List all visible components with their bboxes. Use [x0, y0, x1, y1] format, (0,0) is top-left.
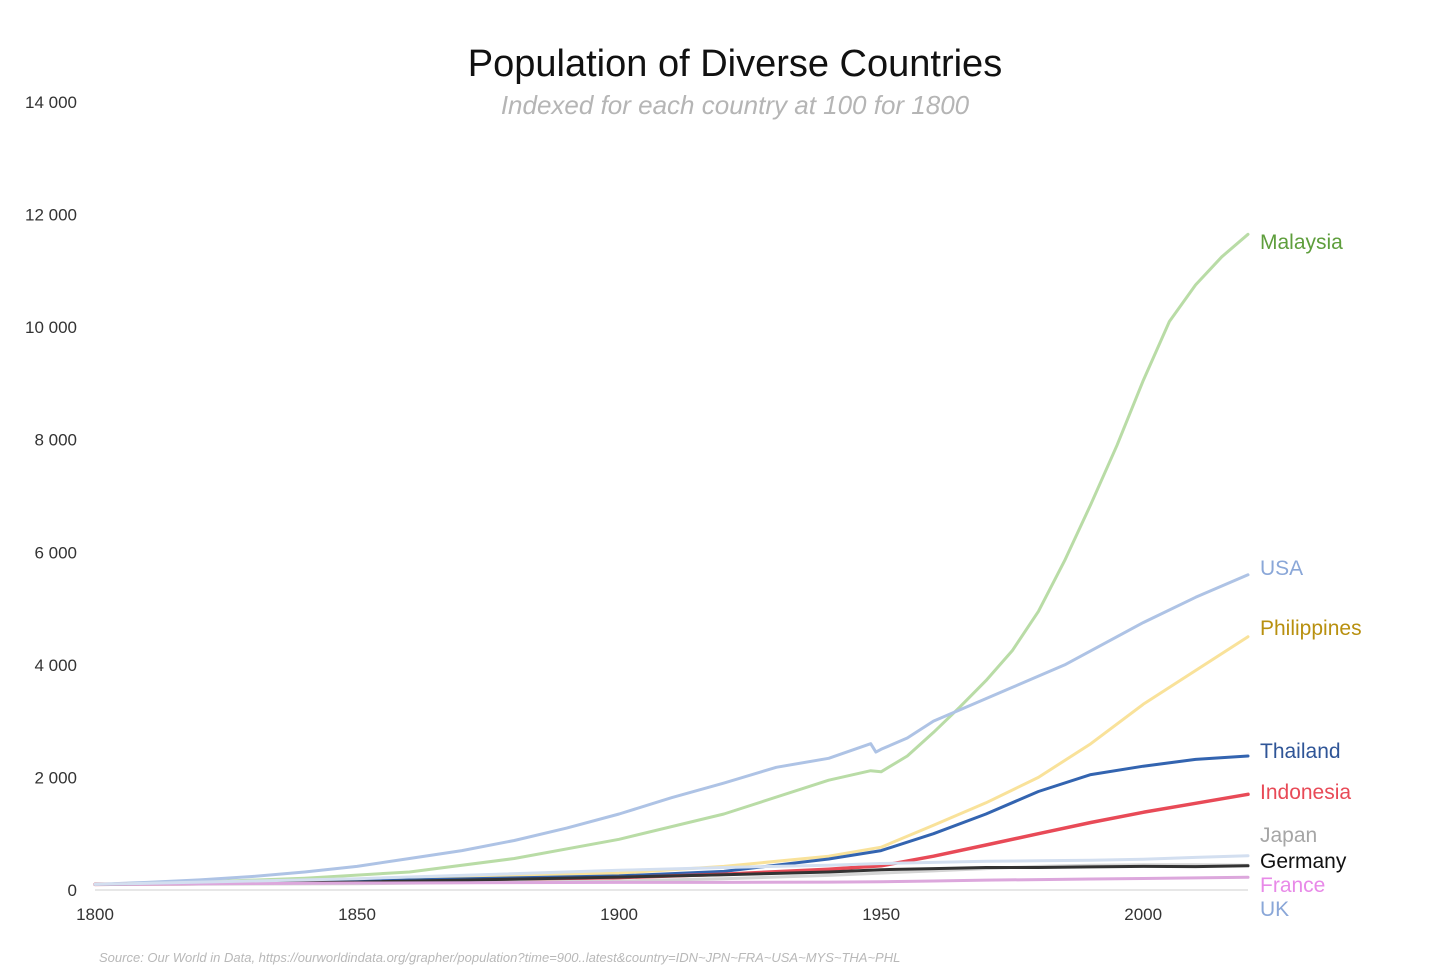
series-line-france: [93, 875, 1250, 886]
series-line-usa: [93, 573, 1250, 886]
source-note: Source: Our World in Data, https://ourwo…: [99, 950, 900, 965]
series-line-philippines: [93, 635, 1250, 886]
x-tick-label: 2000: [1124, 905, 1162, 924]
series-label-germany: Germany: [1260, 850, 1347, 873]
series-label-philippines: Philippines: [1260, 617, 1362, 640]
series-label-thailand: Thailand: [1260, 740, 1341, 763]
x-tick-label: 1900: [600, 905, 638, 924]
series-label-uk: UK: [1260, 898, 1289, 921]
series-line-malaysia: [93, 232, 1250, 886]
y-tick-label: 0: [68, 881, 77, 900]
y-axis: 0 2 000 4 000 6 000 8 000 10 000 12 000 14 000: [25, 93, 77, 900]
chart-subtitle: Indexed for each country at 100 for 1800: [501, 90, 970, 120]
x-tick-label: 1850: [338, 905, 376, 924]
series-lines: [93, 232, 1250, 887]
series-label-malaysia: Malaysia: [1260, 231, 1343, 254]
y-tick-label: 6 000: [34, 543, 77, 562]
chart-title: Population of Diverse Countries: [468, 43, 1002, 85]
y-tick-label: 2 000: [34, 768, 77, 787]
x-tick-label: 1950: [862, 905, 900, 924]
x-tick-label: 1800: [76, 905, 114, 924]
series-line-uk: [93, 854, 1250, 886]
series-label-japan: Japan: [1260, 824, 1317, 847]
x-axis: 1800 1850 1900 1950 2000: [76, 905, 1162, 924]
y-tick-label: 14 000: [25, 93, 77, 112]
y-tick-label: 12 000: [25, 206, 77, 225]
y-tick-label: 4 000: [34, 656, 77, 675]
y-tick-label: 10 000: [25, 318, 77, 337]
series-label-france: France: [1260, 874, 1325, 897]
series-label-usa: USA: [1260, 557, 1303, 580]
series-line-germany: [93, 864, 1250, 886]
y-tick-label: 8 000: [34, 431, 77, 450]
series-labels: Malaysia USA Philippines Thailand Indonesia J…: [1260, 231, 1362, 921]
series-label-indonesia: Indonesia: [1260, 781, 1351, 804]
